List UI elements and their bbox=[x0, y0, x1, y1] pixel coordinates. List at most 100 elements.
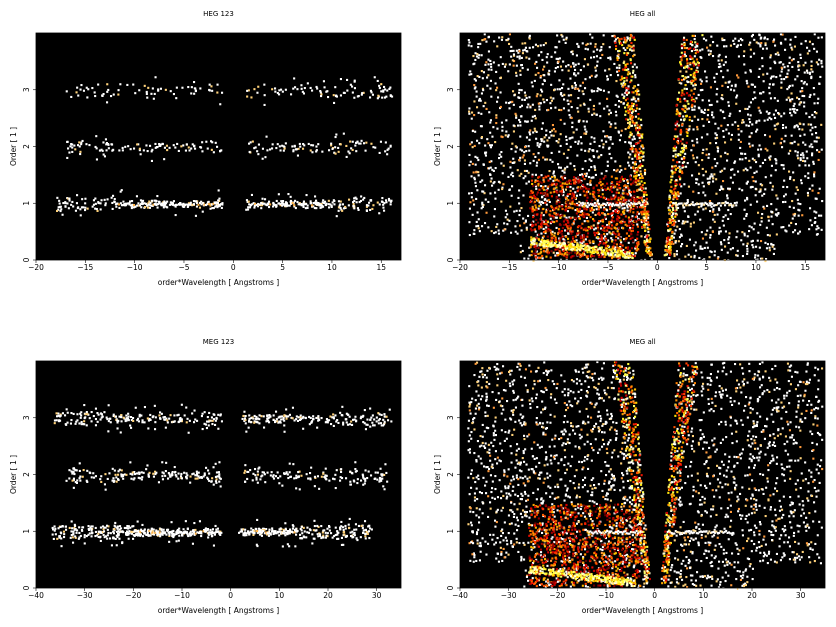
event-pixel bbox=[774, 213, 777, 216]
chart-panel-2: HEG all−20 −15 −10 −5 0 5 10 150123order*Wavele… bbox=[433, 10, 826, 287]
event-pixel bbox=[524, 219, 527, 222]
arc-pixel bbox=[543, 243, 546, 246]
cone-pixel bbox=[667, 225, 670, 228]
event-pixel bbox=[766, 38, 769, 41]
cone-pixel bbox=[631, 65, 634, 68]
cone-pixel bbox=[674, 148, 677, 151]
event-pixel bbox=[480, 136, 483, 139]
cone-pixel bbox=[645, 193, 648, 196]
event-pixel bbox=[192, 200, 195, 203]
cone-pixel bbox=[627, 87, 630, 90]
event-pixel bbox=[543, 198, 546, 201]
arc-pixel bbox=[530, 243, 533, 246]
event-pixel bbox=[757, 106, 760, 109]
event-pixel bbox=[712, 41, 715, 44]
event-pixel bbox=[489, 146, 492, 149]
event-pixel bbox=[382, 89, 385, 92]
block-pixel bbox=[598, 238, 601, 241]
event-pixel bbox=[515, 74, 518, 77]
event-pixel bbox=[380, 90, 383, 93]
cone-pixel bbox=[628, 45, 631, 48]
event-pixel bbox=[314, 201, 317, 204]
block-pixel bbox=[536, 179, 539, 182]
event-pixel bbox=[486, 84, 489, 87]
cone-pixel bbox=[693, 76, 696, 79]
block-pixel bbox=[617, 248, 620, 251]
cone-pixel bbox=[644, 187, 647, 190]
event-pixel bbox=[709, 236, 712, 239]
event-pixel bbox=[280, 200, 283, 203]
cone-pixel bbox=[637, 117, 640, 120]
block-pixel bbox=[582, 252, 585, 255]
event-pixel bbox=[673, 255, 676, 258]
event-pixel bbox=[208, 89, 211, 92]
block-pixel bbox=[539, 252, 542, 255]
event-pixel bbox=[700, 204, 703, 207]
event-pixel bbox=[758, 246, 761, 249]
event-pixel bbox=[489, 192, 492, 195]
event-pixel bbox=[78, 141, 81, 144]
block-pixel bbox=[556, 190, 559, 193]
event-pixel bbox=[539, 203, 542, 206]
event-pixel bbox=[800, 80, 803, 83]
cone-pixel bbox=[677, 142, 680, 145]
event-pixel bbox=[600, 46, 603, 49]
cone-pixel bbox=[636, 131, 639, 134]
cone-pixel bbox=[626, 62, 629, 65]
event-pixel bbox=[590, 136, 593, 139]
event-pixel bbox=[761, 65, 764, 68]
block-pixel bbox=[596, 224, 599, 227]
block-pixel bbox=[606, 182, 609, 185]
arc-pixel bbox=[576, 243, 579, 246]
event-pixel bbox=[571, 85, 574, 88]
cone-pixel bbox=[694, 41, 697, 44]
event-pixel bbox=[689, 222, 692, 225]
event-pixel bbox=[774, 44, 777, 47]
block-pixel bbox=[551, 182, 554, 185]
cone-pixel bbox=[692, 98, 695, 101]
event-pixel bbox=[94, 202, 97, 205]
block-pixel bbox=[603, 233, 606, 236]
event-pixel bbox=[332, 94, 335, 97]
event-pixel bbox=[193, 92, 196, 95]
event-pixel bbox=[608, 109, 611, 112]
event-pixel bbox=[356, 140, 359, 143]
event-pixel bbox=[364, 149, 367, 152]
event-pixel bbox=[560, 92, 563, 95]
block-pixel bbox=[530, 250, 533, 253]
block-pixel bbox=[603, 255, 606, 258]
event-pixel bbox=[746, 82, 749, 85]
event-pixel bbox=[816, 102, 819, 105]
cone-pixel bbox=[634, 153, 637, 156]
event-pixel bbox=[249, 141, 252, 144]
event-pixel bbox=[493, 208, 496, 211]
block-pixel bbox=[543, 180, 546, 183]
event-pixel bbox=[563, 239, 566, 242]
event-pixel bbox=[584, 47, 587, 50]
event-pixel bbox=[696, 125, 699, 128]
block-pixel bbox=[597, 206, 600, 209]
event-pixel bbox=[575, 54, 578, 57]
event-pixel bbox=[759, 92, 762, 95]
event-pixel bbox=[785, 76, 788, 79]
event-pixel bbox=[326, 90, 329, 93]
cone-pixel bbox=[635, 121, 638, 124]
event-pixel bbox=[583, 253, 586, 256]
cone-pixel bbox=[680, 147, 683, 150]
block-pixel bbox=[577, 251, 580, 254]
event-pixel bbox=[474, 181, 477, 184]
order-line-pixel bbox=[330, 204, 333, 207]
block-pixel bbox=[602, 204, 605, 207]
block-pixel bbox=[543, 222, 546, 225]
event-pixel bbox=[355, 201, 358, 204]
event-pixel bbox=[482, 71, 485, 74]
event-pixel bbox=[383, 85, 386, 88]
cone-pixel bbox=[631, 110, 634, 113]
cone-pixel bbox=[694, 52, 697, 55]
event-pixel bbox=[705, 76, 708, 79]
block-pixel bbox=[628, 211, 631, 214]
event-pixel bbox=[481, 39, 484, 42]
event-pixel bbox=[585, 43, 588, 46]
block-pixel bbox=[542, 188, 545, 191]
block-pixel bbox=[618, 180, 621, 183]
